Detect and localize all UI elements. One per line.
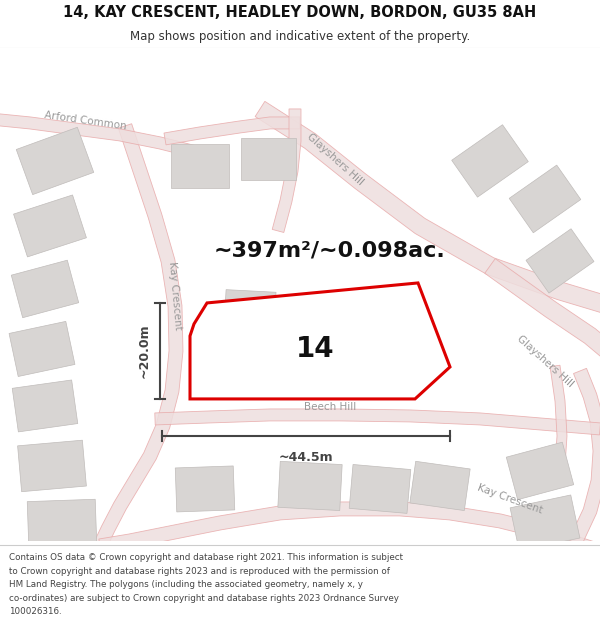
Polygon shape bbox=[509, 165, 581, 232]
Text: 14, KAY CRESCENT, HEADLEY DOWN, BORDON, GU35 8AH: 14, KAY CRESCENT, HEADLEY DOWN, BORDON, … bbox=[64, 6, 536, 21]
Polygon shape bbox=[485, 259, 600, 368]
Text: to Crown copyright and database rights 2023 and is reproduced with the permissio: to Crown copyright and database rights 2… bbox=[9, 567, 390, 576]
Polygon shape bbox=[14, 195, 86, 257]
Polygon shape bbox=[526, 229, 594, 293]
Polygon shape bbox=[224, 354, 276, 398]
Text: co-ordinates) are subject to Crown copyright and database rights 2023 Ordnance S: co-ordinates) are subject to Crown copyr… bbox=[9, 594, 399, 602]
Polygon shape bbox=[452, 125, 528, 197]
Polygon shape bbox=[349, 464, 411, 513]
Polygon shape bbox=[190, 283, 450, 399]
Polygon shape bbox=[17, 440, 86, 492]
Polygon shape bbox=[241, 138, 296, 180]
Text: 100026316.: 100026316. bbox=[9, 607, 62, 616]
Polygon shape bbox=[11, 260, 79, 318]
Polygon shape bbox=[9, 321, 75, 376]
Polygon shape bbox=[175, 466, 235, 512]
Polygon shape bbox=[410, 461, 470, 511]
Polygon shape bbox=[510, 495, 580, 551]
Polygon shape bbox=[164, 117, 300, 145]
Polygon shape bbox=[99, 502, 600, 558]
Text: HM Land Registry. The polygons (including the associated geometry, namely x, y: HM Land Registry. The polygons (includin… bbox=[9, 580, 363, 589]
Polygon shape bbox=[506, 442, 574, 500]
Polygon shape bbox=[550, 365, 567, 466]
Text: Map shows position and indicative extent of the property.: Map shows position and indicative extent… bbox=[130, 29, 470, 42]
Text: ~20.0m: ~20.0m bbox=[137, 324, 151, 378]
Polygon shape bbox=[224, 289, 276, 332]
Polygon shape bbox=[0, 113, 202, 159]
Text: 14: 14 bbox=[296, 336, 334, 363]
Polygon shape bbox=[171, 144, 229, 188]
Text: Kay Crescent: Kay Crescent bbox=[167, 261, 183, 331]
Polygon shape bbox=[27, 499, 97, 547]
Polygon shape bbox=[569, 368, 600, 546]
Text: Contains OS data © Crown copyright and database right 2021. This information is : Contains OS data © Crown copyright and d… bbox=[9, 554, 403, 562]
Polygon shape bbox=[255, 101, 600, 314]
Polygon shape bbox=[272, 109, 301, 232]
Text: Glayshers Hill: Glayshers Hill bbox=[515, 333, 575, 389]
Polygon shape bbox=[278, 461, 342, 511]
Text: Beech Hill: Beech Hill bbox=[304, 402, 356, 412]
Text: Arford Common: Arford Common bbox=[43, 110, 127, 132]
Text: Glayshers Hill: Glayshers Hill bbox=[305, 131, 365, 187]
Text: ~397m²/~0.098ac.: ~397m²/~0.098ac. bbox=[214, 241, 446, 261]
Polygon shape bbox=[155, 409, 600, 435]
Polygon shape bbox=[94, 124, 183, 549]
Text: ~44.5m: ~44.5m bbox=[278, 451, 334, 464]
Text: Kay Crescent: Kay Crescent bbox=[476, 482, 544, 516]
Polygon shape bbox=[12, 380, 78, 432]
Polygon shape bbox=[16, 127, 94, 194]
